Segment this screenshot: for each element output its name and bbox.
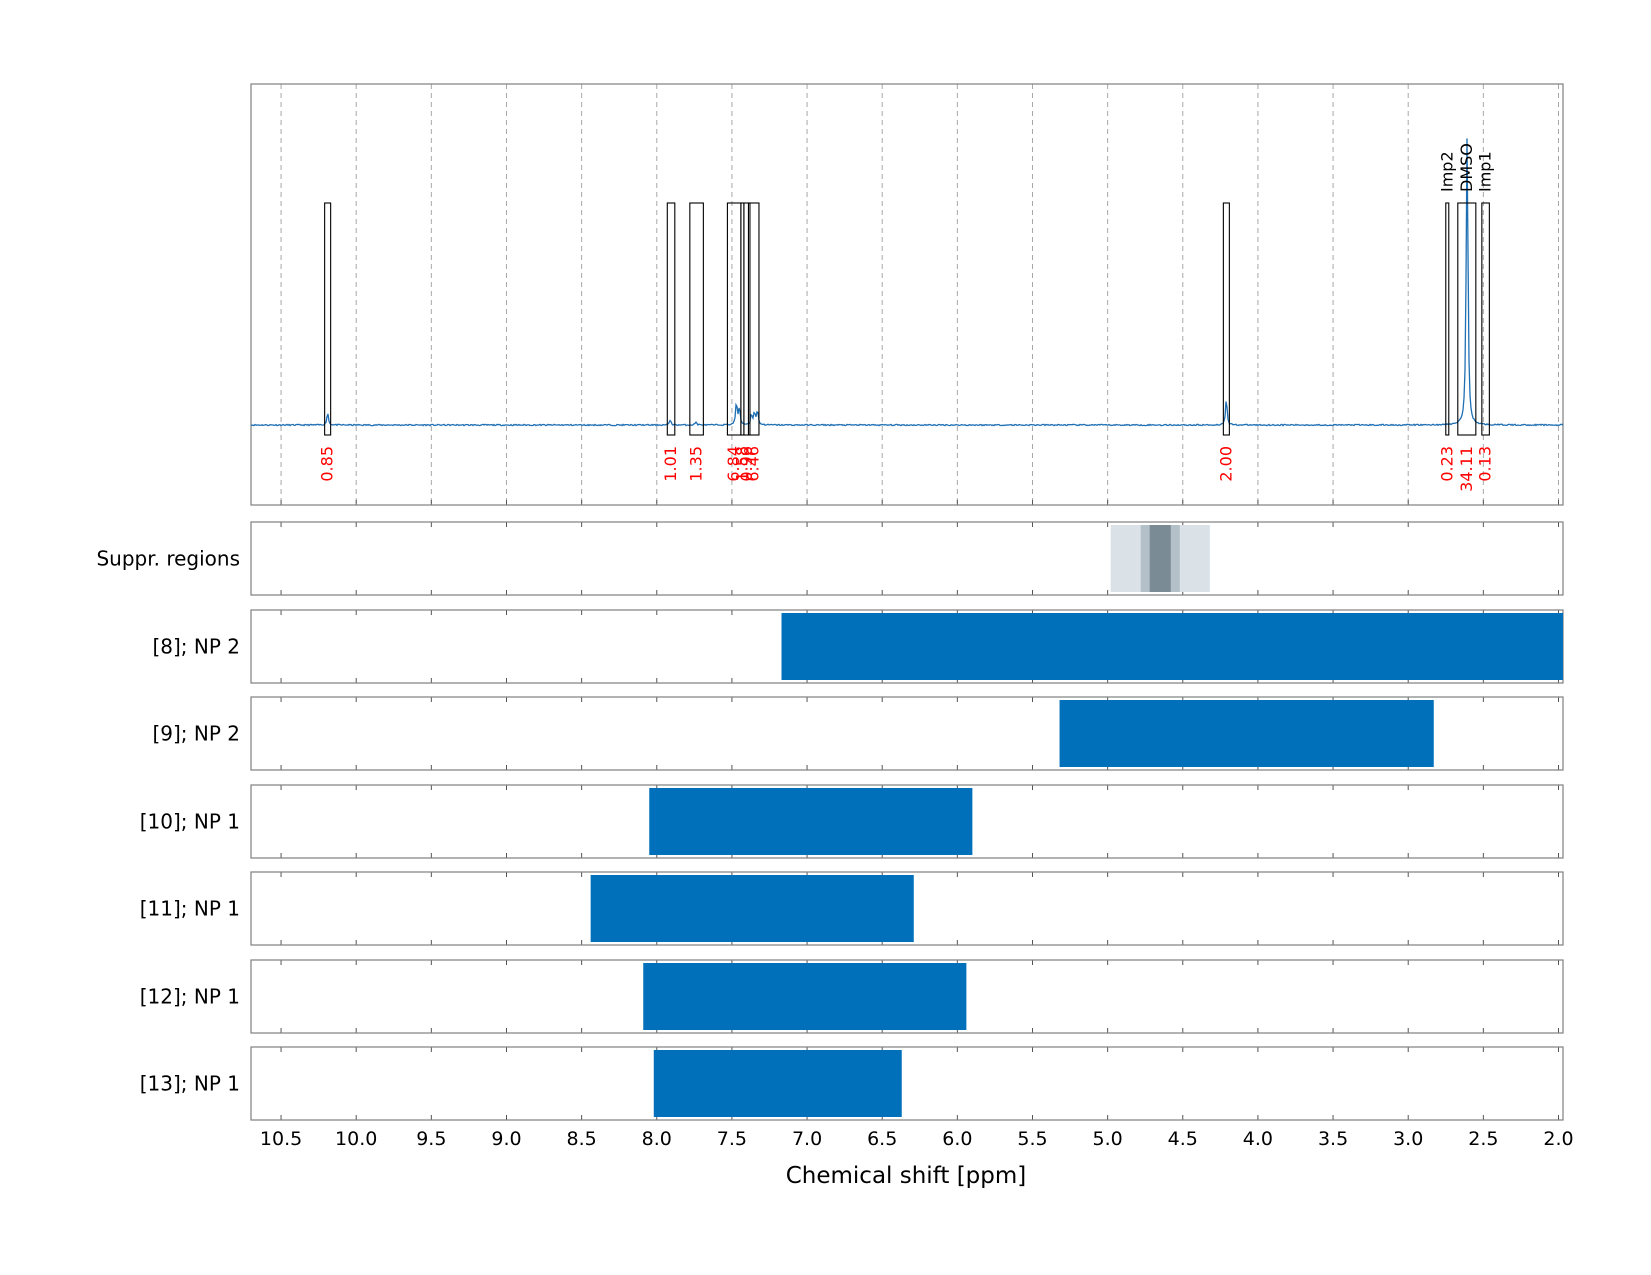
x-tick-label: 6.0 [942, 1128, 972, 1150]
x-tick-label: 7.5 [717, 1128, 747, 1150]
row-label: [13]; NP 1 [140, 1072, 240, 1096]
integral-value-label: 1.01 [661, 446, 680, 482]
x-tick-label: 7.0 [792, 1128, 822, 1150]
range-bar [590, 875, 914, 942]
x-tick-label: 2.0 [1543, 1128, 1573, 1150]
range-bar [649, 788, 973, 855]
row-label: [10]; NP 1 [140, 810, 240, 834]
row-frame [250, 959, 1564, 1034]
range-bar [653, 1050, 902, 1117]
spectrum-frame [250, 83, 1564, 506]
x-tick-label: 3.5 [1318, 1128, 1348, 1150]
integral-value-label: 2.00 [1216, 446, 1235, 482]
range-bar [1059, 700, 1434, 767]
integral-region [1445, 202, 1450, 436]
integral-value-label: 1.58 [732, 446, 751, 482]
row-frame [250, 871, 1564, 946]
x-tick-label: 5.0 [1093, 1128, 1123, 1150]
integral-region [1222, 202, 1230, 436]
peak-name-label: DMSO [1457, 143, 1476, 192]
integral-region [747, 202, 760, 436]
x-tick-label: 3.0 [1393, 1128, 1423, 1150]
x-tick-label: 9.0 [491, 1128, 521, 1150]
integral-value-label: 0.23 [1437, 446, 1456, 482]
x-tick-label: 10.5 [260, 1128, 302, 1150]
integral-value-label: 6.84 [724, 446, 743, 482]
spectrum-panel: 0.85 1.01 1.35 6.841.580.966.46 2.00 0.23 Imp2… [250, 83, 1564, 506]
peak-name-label: Imp2 [1437, 151, 1456, 192]
integral-value-label: 0.96 [737, 446, 756, 482]
row-label: [8]; NP 2 [152, 635, 240, 659]
row-frame [250, 1046, 1564, 1121]
range-bar [643, 963, 967, 1030]
suppression-band [1149, 525, 1171, 592]
x-tick-label: 6.5 [867, 1128, 897, 1150]
x-tick-label: 2.5 [1468, 1128, 1498, 1150]
integral-value-label: 1.35 [687, 446, 706, 482]
integral-value-label: 0.85 [318, 446, 337, 482]
range-rows: Suppr. regions [8]; NP 2 [9]; NP 2 [10]; NP… [96, 521, 1564, 1121]
x-axis: Chemical shift [ppm] 10.5 10.0 9.5 9.0 8.5 8.… [260, 1128, 1574, 1189]
integral-region [689, 202, 704, 436]
x-tick-label: 9.5 [416, 1128, 446, 1150]
x-tick-label: 8.0 [642, 1128, 672, 1150]
row-label: [11]; NP 1 [140, 897, 240, 921]
x-axis-label: Chemical shift [ppm] [786, 1163, 1027, 1189]
integral-value-label: 0.13 [1476, 446, 1495, 482]
peak-name-label: Imp1 [1476, 151, 1495, 192]
row-frame [250, 696, 1564, 771]
row-frame [250, 784, 1564, 859]
x-tick-label: 5.5 [1017, 1128, 1047, 1150]
integral-value-label: 34.11 [1457, 446, 1476, 492]
range-bar [781, 613, 1563, 680]
x-tick-label: 4.0 [1243, 1128, 1273, 1150]
integral-region [1481, 202, 1490, 436]
row-frame [250, 521, 1564, 596]
integral-region [743, 202, 751, 436]
x-tick-label: 10.0 [335, 1128, 377, 1150]
integral-region [726, 202, 742, 436]
integral-region [324, 202, 332, 436]
row-label: Suppr. regions [96, 547, 240, 571]
integral-value-label: 6.46 [744, 446, 763, 482]
integral-region [1457, 202, 1477, 436]
integral-region [666, 202, 676, 436]
row-label: [12]; NP 1 [140, 985, 240, 1009]
spectrum-trace [250, 138, 1564, 427]
x-tick-label: 8.5 [567, 1128, 597, 1150]
x-tick-label: 4.5 [1168, 1128, 1198, 1150]
row-label: [9]; NP 2 [152, 722, 240, 746]
